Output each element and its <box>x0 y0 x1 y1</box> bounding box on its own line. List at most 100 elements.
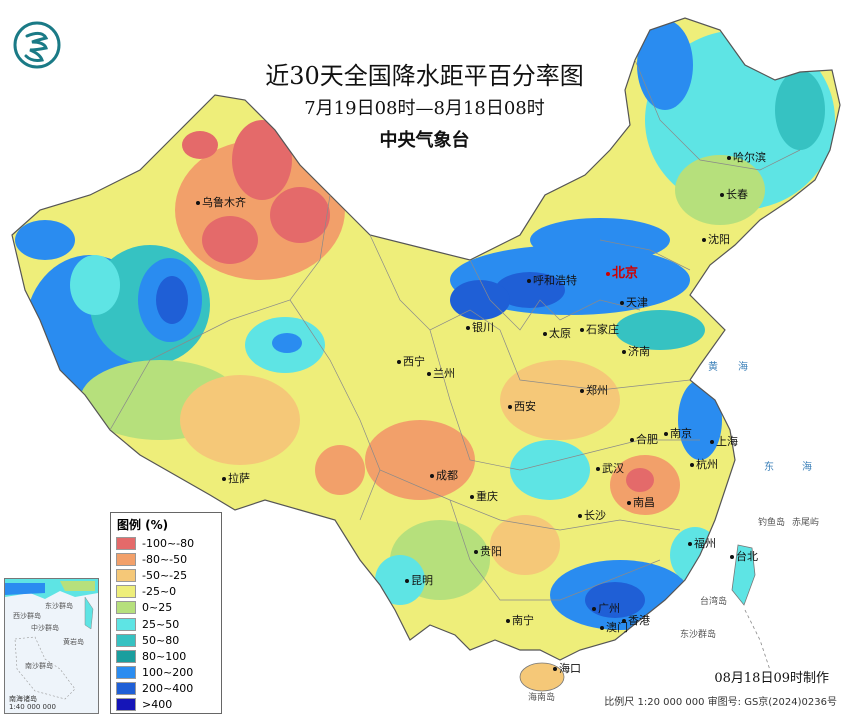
city-dot <box>527 279 531 283</box>
map-title: 近30天全国降水距平百分率图 <box>265 62 584 90</box>
inset-label-nansha: 南沙群岛 <box>25 662 53 670</box>
city-dot <box>596 467 600 471</box>
city-dot <box>630 438 634 442</box>
city-dot <box>580 328 584 332</box>
taiwan-island-shape <box>731 544 756 606</box>
city-dot <box>506 619 510 623</box>
label-taiwan-island: 台湾岛 <box>700 597 728 607</box>
legend-items: -100~-80 -80~-50 -50~-25 -25~0 0~25 25~50 50~8… <box>111 535 221 713</box>
city-label-changchun: 长春 <box>720 186 748 202</box>
city-label-chongqing: 重庆 <box>470 488 498 504</box>
cma-logo <box>13 21 61 69</box>
legend-label: 100~200 <box>142 666 194 680</box>
city-label-urumqi: 乌鲁木齐 <box>196 194 246 210</box>
legend-item: 0~25 <box>111 600 221 616</box>
city-label-shijiazhuang: 石家庄 <box>580 321 619 337</box>
city-dot <box>622 619 626 623</box>
legend-swatch <box>116 552 136 566</box>
city-dot <box>427 372 431 376</box>
city-dot <box>474 550 478 554</box>
sea-label-hai-2: 海 <box>802 462 812 473</box>
city-label-tianjin: 天津 <box>620 294 648 310</box>
legend-swatch <box>116 666 136 680</box>
map-legend: 图例 (%) -100~-80 -80~-50 -50~-25 -25~0 0~25 25… <box>110 512 222 714</box>
province-borders <box>109 59 801 601</box>
city-label-chengdu: 成都 <box>430 467 458 483</box>
label-hainan-island: 海南岛 <box>528 693 556 703</box>
city-label-hongkong: 香港 <box>622 612 650 628</box>
legend-item: >400 <box>111 697 221 713</box>
legend-swatch <box>116 617 136 631</box>
legend-item: -50~-25 <box>111 567 221 583</box>
legend-label: 0~25 <box>142 601 173 615</box>
legend-label: 25~50 <box>142 617 180 631</box>
legend-label: 200~400 <box>142 682 194 696</box>
legend-swatch <box>116 649 136 663</box>
city-dot <box>620 301 624 305</box>
inset-label-xisha: 西沙群岛 <box>13 612 41 620</box>
agency-name: 中央气象台 <box>379 130 470 151</box>
sea-label-huang: 黄 <box>708 362 718 373</box>
city-label-hangzhou: 杭州 <box>690 456 718 472</box>
legend-label: 50~80 <box>142 633 180 647</box>
city-dot <box>397 360 401 364</box>
city-label-nanning: 南宁 <box>506 612 534 628</box>
city-dot <box>690 463 694 467</box>
city-dot <box>430 474 434 478</box>
city-dot <box>580 389 584 393</box>
inset-label-huangyan: 黄岩岛 <box>63 638 84 646</box>
legend-item: 80~100 <box>111 648 221 664</box>
city-label-fuzhou: 福州 <box>688 535 716 551</box>
inset-caption-scale: 1:40 000 000 <box>9 703 56 711</box>
city-dot <box>727 156 731 160</box>
city-label-zhengzhou: 郑州 <box>580 382 608 398</box>
city-label-hohhot: 呼和浩特 <box>527 272 577 288</box>
city-label-shenyang: 沈阳 <box>702 231 730 247</box>
legend-swatch <box>116 585 136 599</box>
legend-label: -80~-50 <box>142 552 188 566</box>
scale-and-approval-note: 比例尺 1:20 000 000 审图号: GS京(2024)0236号 <box>604 697 837 708</box>
legend-swatch <box>116 601 136 615</box>
legend-label: >400 <box>142 698 173 712</box>
city-label-lhasa: 拉萨 <box>222 470 250 486</box>
legend-title: 图例 (%) <box>117 518 169 532</box>
sea-label-dong: 东 <box>764 462 774 473</box>
city-label-taiyuan: 太原 <box>543 325 571 341</box>
city-dot <box>688 542 692 546</box>
city-label-guangzhou: 广州 <box>592 600 620 616</box>
city-dot <box>600 626 604 630</box>
city-label-taibei: 台北 <box>730 548 758 564</box>
sea-label-hai: 海 <box>738 362 748 373</box>
production-time: 08月18日09时制作 <box>714 671 829 686</box>
legend-swatch <box>116 633 136 647</box>
legend-item: -25~0 <box>111 584 221 600</box>
city-dot <box>622 350 626 354</box>
city-dot <box>466 326 470 330</box>
city-label-nanjing: 南京 <box>664 425 692 441</box>
city-label-xining: 西宁 <box>397 353 425 369</box>
sea-boundary <box>744 609 771 671</box>
city-label-nanchang: 南昌 <box>627 494 655 510</box>
city-label-beijing: 北京 <box>606 262 638 281</box>
city-dot <box>222 477 226 481</box>
legend-item: -80~-50 <box>111 551 221 567</box>
city-dot <box>508 405 512 409</box>
inset-label-dongsha: 东沙群岛 <box>45 602 73 610</box>
inset-label-zhongsha: 中沙群岛 <box>31 624 59 632</box>
city-dot <box>730 555 734 559</box>
label-diaoyu: 钓鱼岛 <box>758 518 786 528</box>
city-label-changsha: 长沙 <box>578 507 606 523</box>
city-dot <box>664 432 668 436</box>
city-dot <box>627 501 631 505</box>
legend-swatch <box>116 568 136 582</box>
city-dot <box>592 607 596 611</box>
legend-label: 80~100 <box>142 649 187 663</box>
city-label-hefei: 合肥 <box>630 431 658 447</box>
legend-item: 200~400 <box>111 681 221 697</box>
city-label-lanzhou: 兰州 <box>427 365 455 381</box>
city-label-shanghai: 上海 <box>710 433 738 449</box>
city-dot <box>578 514 582 518</box>
inset-caption-title: 南海诸岛 <box>9 695 37 703</box>
city-label-kunming: 昆明 <box>405 572 433 588</box>
